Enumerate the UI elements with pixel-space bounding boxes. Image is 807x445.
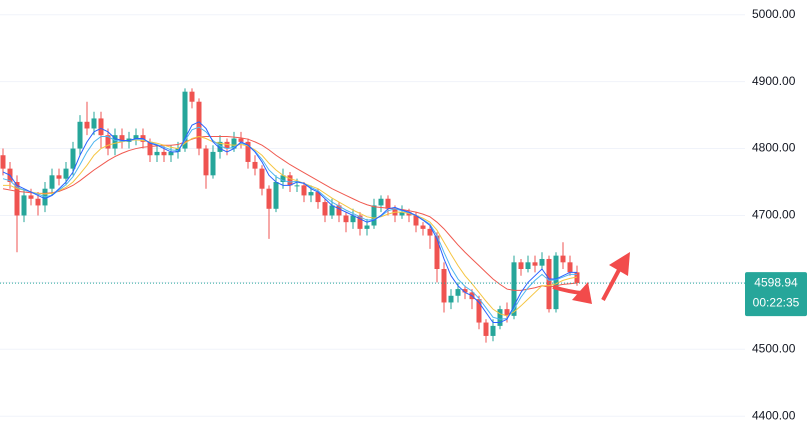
y-tick-label: 4500.00 <box>752 341 796 355</box>
candle-body <box>497 309 503 326</box>
candle-body <box>266 188 272 209</box>
candle-body <box>455 289 461 296</box>
arrow-head <box>609 252 630 276</box>
candle-body <box>105 135 111 149</box>
candle-body <box>413 215 419 226</box>
candle-body <box>504 309 510 316</box>
candle-body <box>196 101 202 149</box>
moving-average-line <box>2 136 578 291</box>
candle-body <box>364 225 370 229</box>
candle-body <box>441 269 447 303</box>
candle-body <box>21 195 27 216</box>
candle-body <box>336 205 342 216</box>
candle-body <box>84 121 90 129</box>
candle-body <box>252 161 258 169</box>
candle-body <box>399 212 405 216</box>
candle-body <box>259 168 265 189</box>
annotation-arrows <box>552 252 630 304</box>
y-tick-label: 4800.00 <box>752 141 796 155</box>
candle-body <box>434 235 440 270</box>
candle-body <box>371 205 377 226</box>
moving-average-line <box>2 121 577 324</box>
candle-body <box>553 255 559 310</box>
candle-body <box>511 262 517 316</box>
candle-body <box>280 175 286 183</box>
candle-body <box>0 155 6 169</box>
candle-body <box>182 91 188 149</box>
candle-body <box>343 215 349 223</box>
candle-body <box>357 215 363 229</box>
candle-body <box>189 91 195 102</box>
candle-body <box>490 325 496 336</box>
candle-body <box>63 168 69 179</box>
candle-body <box>91 118 97 129</box>
candle-body <box>378 198 384 206</box>
y-tick-label: 4900.00 <box>752 74 796 88</box>
candle-body <box>518 262 524 270</box>
candle-body <box>294 185 300 187</box>
y-tick-label: 4700.00 <box>752 208 796 222</box>
candle-body <box>287 175 293 186</box>
candle-body <box>98 118 104 136</box>
moving-average-line <box>3 135 578 317</box>
moving-average-line <box>2 126 577 320</box>
candle-body <box>70 148 76 169</box>
candle-body <box>147 141 153 156</box>
candle-body <box>161 151 167 156</box>
candle-body <box>238 138 244 142</box>
candle-body <box>28 195 34 199</box>
candle-body <box>217 141 223 152</box>
candle-body <box>483 322 489 336</box>
arrow-head <box>572 282 592 304</box>
candle-body <box>273 182 279 209</box>
candle-body <box>245 141 251 162</box>
candle-body <box>532 262 538 266</box>
y-tick-label: 4400.00 <box>752 408 796 422</box>
arrow-shaft <box>601 267 622 301</box>
candle-body <box>322 202 328 216</box>
countdown-label: 00:22:35 <box>753 295 800 309</box>
candle-body <box>385 198 391 209</box>
candle-body <box>14 182 20 216</box>
candle-body <box>119 135 125 142</box>
candle-body <box>168 151 174 156</box>
candle-body <box>546 258 552 310</box>
candle-body <box>308 192 314 196</box>
candle-body <box>448 295 454 303</box>
candle-body <box>56 175 62 179</box>
candle-body <box>420 225 426 229</box>
candle-body <box>350 215 356 223</box>
candle-body <box>329 205 335 216</box>
candle-body <box>560 255 566 263</box>
candle-body <box>112 135 118 149</box>
candle-body <box>231 138 237 149</box>
candle-body <box>154 151 160 156</box>
candle-body <box>49 175 55 189</box>
candle-body <box>77 121 83 149</box>
candle-body <box>315 192 321 203</box>
candle-body <box>462 289 468 293</box>
candle-body <box>574 272 580 284</box>
last-price-box <box>745 272 807 317</box>
candle-body <box>476 299 482 323</box>
candle-body <box>224 141 230 149</box>
candle-body <box>133 135 139 139</box>
last-price-label: 4598.94 <box>754 275 798 289</box>
candle-body <box>35 198 41 206</box>
candle-body <box>427 228 433 236</box>
candle-body <box>539 258 545 266</box>
candle-body <box>567 262 573 273</box>
candle-body <box>525 262 531 270</box>
candle-body <box>203 148 209 176</box>
candle-body <box>301 185 307 196</box>
y-tick-label: 5000.00 <box>752 7 796 21</box>
candle-body <box>210 151 216 176</box>
